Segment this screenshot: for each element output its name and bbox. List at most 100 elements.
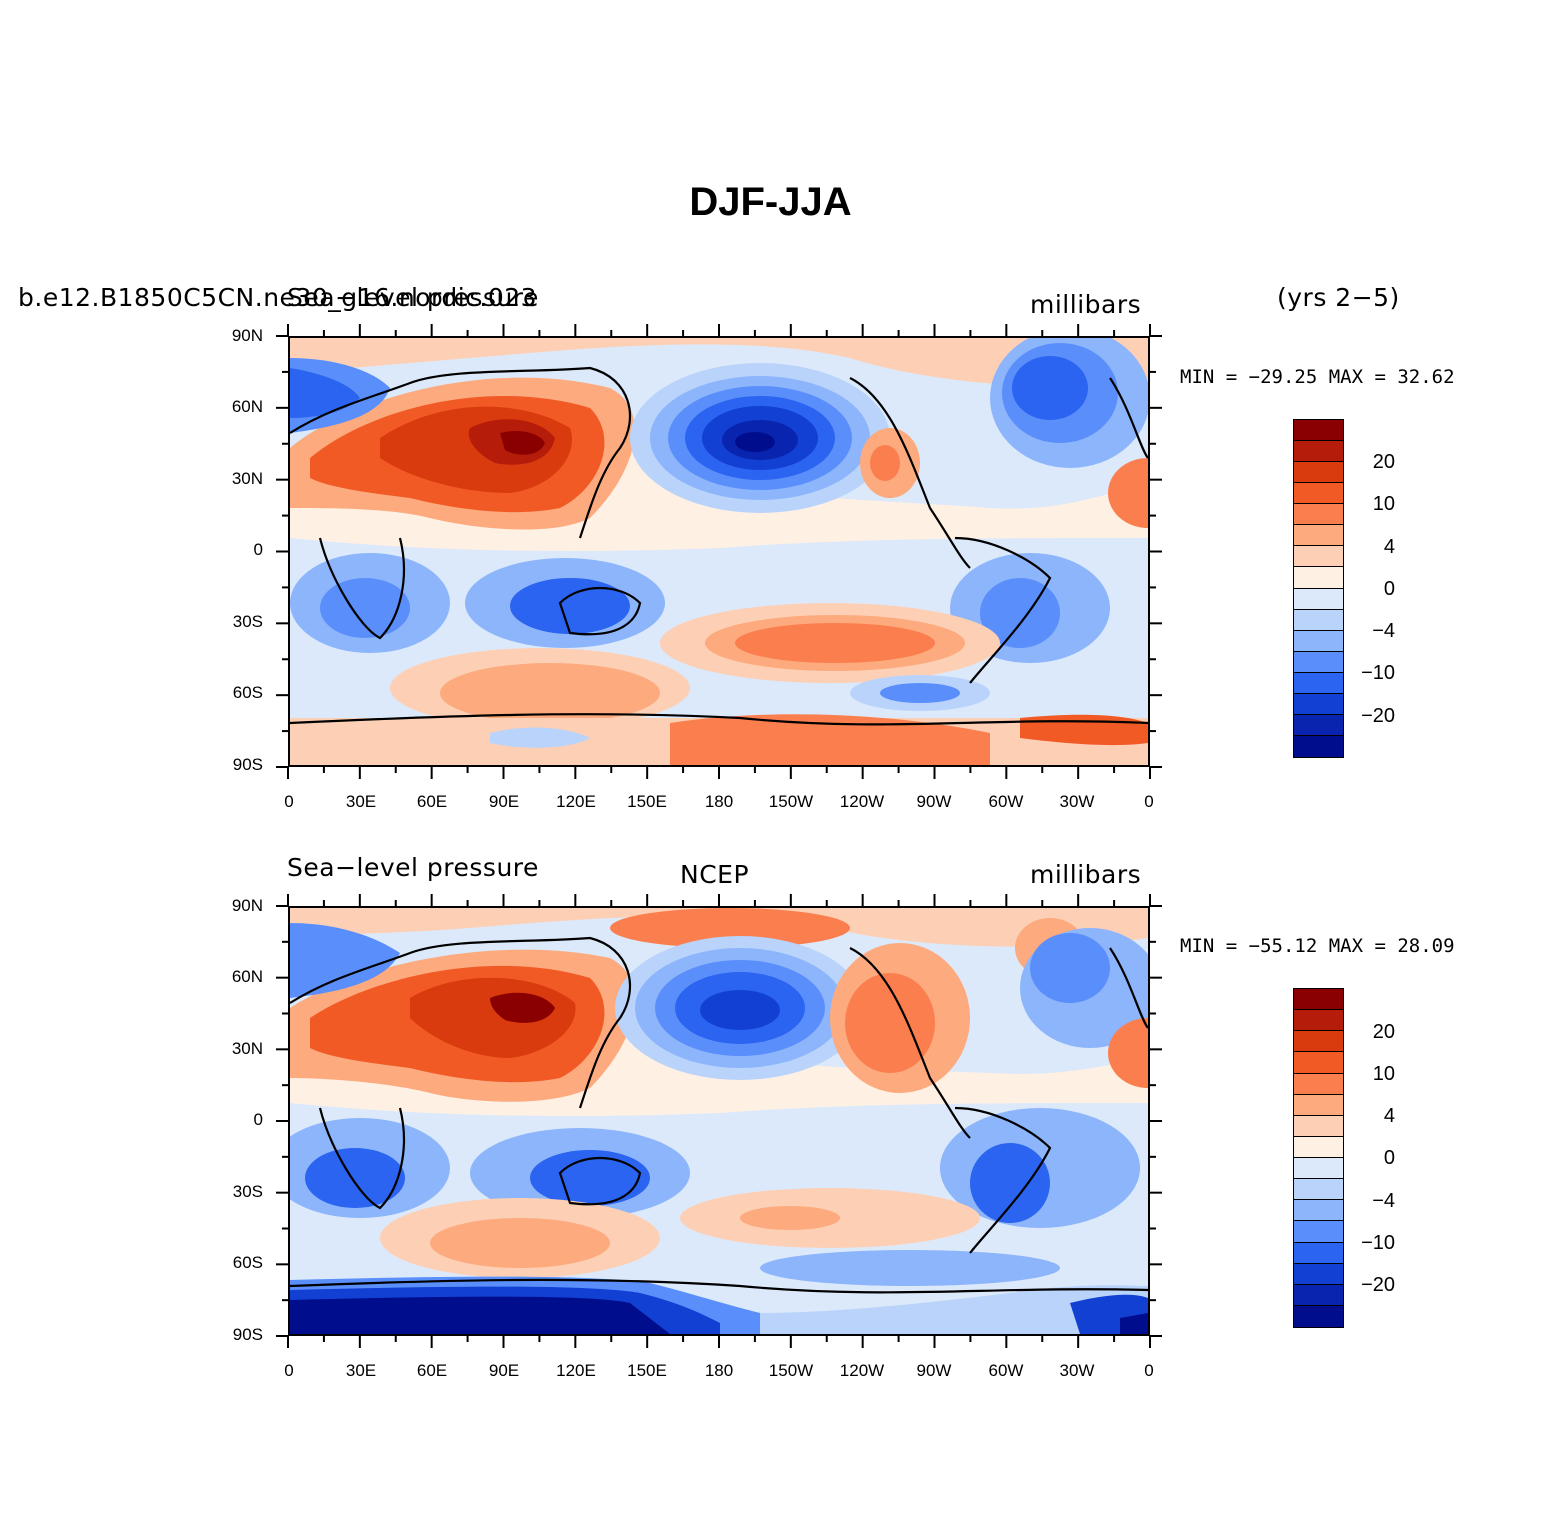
panel1-ytick: 0	[253, 540, 263, 559]
panel2-colorbar-label: −4	[1372, 1190, 1395, 1212]
panel2-minmax: MIN = −55.12 MAX = 28.09	[1180, 935, 1455, 957]
panel1-xtick: 120E	[556, 792, 596, 811]
colorbar-swatch	[1294, 1263, 1343, 1285]
panel1-colorbar-label: −20	[1361, 705, 1395, 727]
panel1-xtick: 30W	[1059, 792, 1095, 811]
panel1-ytick: 90N	[231, 326, 263, 345]
panel1-minmax: MIN = −29.25 MAX = 32.62	[1180, 366, 1455, 388]
panel2-ytick: 30S	[232, 1182, 263, 1201]
panel1-colorbar	[1293, 419, 1344, 758]
panel2-xtick: 0	[1144, 1361, 1154, 1380]
colorbar-swatch	[1294, 504, 1343, 526]
panel1-xtick: 150E	[627, 792, 667, 811]
panel1-xtick: 180	[704, 792, 734, 811]
panel1-ytick: 30S	[232, 612, 263, 631]
colorbar-swatch	[1294, 1115, 1343, 1137]
colorbar-swatch	[1294, 1010, 1343, 1032]
panel1-ytick: 30N	[231, 469, 263, 488]
panel2-ytick: 60S	[232, 1253, 263, 1272]
colorbar-swatch	[1294, 1073, 1343, 1095]
colorbar-swatch	[1294, 693, 1343, 715]
panel1-colorbar-label: 4	[1383, 536, 1395, 558]
panel1-xtick: 120W	[839, 792, 885, 811]
panel2-ytick: 30N	[231, 1039, 263, 1058]
panel2-xtick: 0	[284, 1361, 294, 1380]
panel2-map-canvas	[290, 908, 1148, 1334]
panel2-ytick: 60N	[231, 967, 263, 986]
panel1-xtick: 150W	[768, 792, 814, 811]
panel2-ytick: 90N	[231, 896, 263, 915]
colorbar-swatch	[1294, 588, 1343, 610]
panel1-case-label: b.e12.B1850C5CN.ne30_g16.nordic.023	[18, 283, 538, 312]
panel1-colorbar-label: 10	[1372, 493, 1395, 515]
panel2-xtick: 120W	[839, 1361, 885, 1380]
colorbar-swatch	[1294, 462, 1343, 484]
panel1-xtick: 90W	[916, 792, 952, 811]
colorbar-swatch	[1294, 525, 1343, 547]
panel1-map	[288, 336, 1150, 767]
colorbar-swatch	[1294, 441, 1343, 463]
colorbar-swatch	[1294, 1200, 1343, 1222]
panel1-variable-label: Sea−level pressure	[287, 283, 539, 312]
colorbar-swatch	[1294, 483, 1343, 505]
panel2-colorbar-label: 0	[1383, 1147, 1395, 1169]
colorbar-swatch	[1294, 1284, 1343, 1306]
panel2-ytick: 0	[253, 1110, 263, 1129]
panel2-xtick: 150W	[768, 1361, 814, 1380]
colorbar-swatch	[1294, 651, 1343, 673]
panel1-ytick: 90S	[232, 755, 263, 774]
colorbar-swatch	[1294, 420, 1343, 442]
colorbar-swatch	[1294, 1158, 1343, 1180]
panel1-xtick: 60W	[988, 792, 1024, 811]
colorbar-swatch	[1294, 989, 1343, 1011]
colorbar-swatch	[1294, 546, 1343, 568]
panel2-variable-label: Sea−level pressure	[287, 853, 539, 882]
panel2-xtick: 60W	[988, 1361, 1024, 1380]
panel2-xtick: 180	[704, 1361, 734, 1380]
panel2-xtick: 60E	[416, 1361, 448, 1380]
panel2-colorbar-label: 4	[1383, 1105, 1395, 1127]
panel1-xtick: 30E	[345, 792, 377, 811]
colorbar-swatch	[1294, 1136, 1343, 1158]
colorbar-swatch	[1294, 1221, 1343, 1243]
panel2-map	[288, 906, 1150, 1336]
panel1-years-label: (yrs 2−5)	[1277, 283, 1400, 312]
panel1-colorbar-label: 0	[1383, 578, 1395, 600]
panel2-colorbar-label: −20	[1361, 1274, 1395, 1296]
colorbar-swatch	[1294, 1094, 1343, 1116]
colorbar-swatch	[1294, 1179, 1343, 1201]
panel1-xtick: 90E	[488, 792, 520, 811]
colorbar-swatch	[1294, 1305, 1343, 1327]
colorbar-swatch	[1294, 1052, 1343, 1074]
panel2-xtick: 30E	[345, 1361, 377, 1380]
panel1-xtick: 0	[1144, 792, 1154, 811]
colorbar-swatch	[1294, 567, 1343, 589]
panel1-xtick: 0	[284, 792, 294, 811]
panel2-xtick: 30W	[1059, 1361, 1095, 1380]
panel2-xtick: 120E	[556, 1361, 596, 1380]
panel1-colorbar-label: −10	[1361, 662, 1395, 684]
panel2-ytick: 90S	[232, 1325, 263, 1344]
panel1-map-canvas	[290, 338, 1148, 765]
panel2-xtick: 90E	[488, 1361, 520, 1380]
panel2-colorbar-label: 20	[1372, 1021, 1395, 1043]
panel1-colorbar-label: −4	[1372, 620, 1395, 642]
colorbar-swatch	[1294, 630, 1343, 652]
panel2-source-label: NCEP	[680, 860, 750, 889]
panel2-colorbar-label: −10	[1361, 1232, 1395, 1254]
panel2-colorbar-label: 10	[1372, 1063, 1395, 1085]
panel2-colorbar	[1293, 988, 1344, 1328]
colorbar-swatch	[1294, 735, 1343, 757]
colorbar-swatch	[1294, 1242, 1343, 1264]
panel1-xtick: 60E	[416, 792, 448, 811]
panel2-units-label: millibars	[1030, 860, 1142, 889]
panel1-colorbar-label: 20	[1372, 451, 1395, 473]
colorbar-swatch	[1294, 672, 1343, 694]
panel2-xtick: 90W	[916, 1361, 952, 1380]
colorbar-swatch	[1294, 1031, 1343, 1053]
panel1-units-label: millibars	[1030, 290, 1142, 319]
panel1-ytick: 60N	[231, 397, 263, 416]
panel2-xtick: 150E	[627, 1361, 667, 1380]
colorbar-swatch	[1294, 609, 1343, 631]
